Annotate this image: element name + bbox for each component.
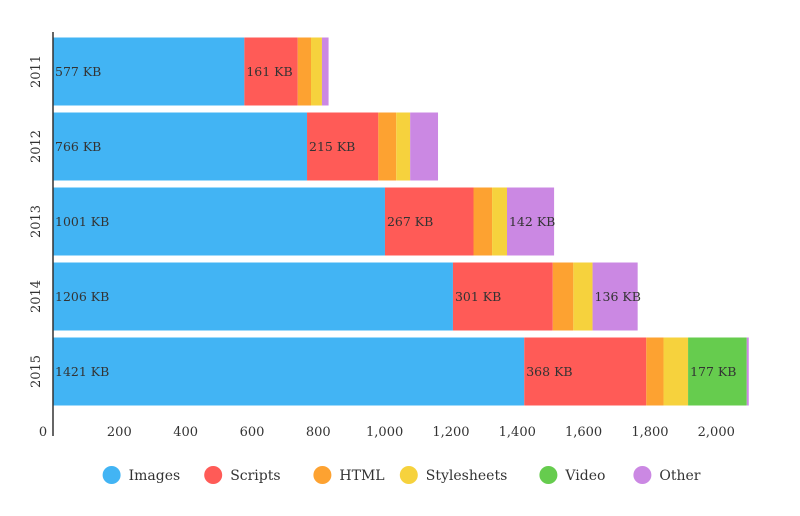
y-axis-categories: 2011 2012 2013 2014 2015 — [29, 55, 44, 388]
bar-stylesheets-2015 — [663, 337, 689, 406]
legend-swatch-html — [313, 466, 332, 484]
data-label-scripts-2015: 368 KB — [526, 364, 572, 379]
data-label-scripts-2012: 215 KB — [309, 139, 355, 154]
y-category-label-2013: 2013 — [29, 205, 44, 238]
legend-label-video: Video — [564, 468, 605, 484]
bar-video-2015 — [688, 337, 747, 406]
data-label-images-2011: 577 KB — [55, 64, 101, 79]
data-label-scripts-2014: 301 KB — [455, 289, 501, 304]
bar-labels-group: 577 KB 161 KB 766 KB 215 KB 1001 KB 267 KB 142… — [55, 64, 736, 379]
legend-swatch-other — [633, 466, 652, 484]
bar-html-2011 — [297, 37, 312, 106]
legend-label-images: Images — [129, 468, 181, 484]
bar-html-2014 — [552, 262, 574, 331]
x-tick-label: 0 — [39, 425, 47, 440]
x-tick-label: 1,800 — [631, 425, 668, 440]
legend-swatch-stylesheets — [399, 466, 418, 484]
bar-other-2011 — [321, 37, 329, 106]
y-category-label-2015: 2015 — [29, 355, 44, 388]
legend: Images Scripts HTML Stylesheets Video Other — [102, 466, 701, 484]
x-tick-label: 200 — [107, 425, 132, 440]
bar-images-2015 — [53, 337, 525, 406]
x-axis-ticks: 0 200 400 600 800 1,000 1,200 1,400 1,600 1,800 2,… — [39, 425, 735, 440]
y-category-label-2014: 2014 — [29, 280, 44, 313]
bar-scripts-2013 — [384, 187, 474, 256]
legend-item-html[interactable]: HTML — [313, 466, 385, 484]
data-label-images-2013: 1001 KB — [55, 214, 109, 229]
bar-stylesheets-2014 — [573, 262, 593, 331]
legend-item-stylesheets[interactable]: Stylesheets — [399, 466, 507, 484]
bar-stylesheets-2013 — [492, 187, 507, 256]
bar-scripts-2015 — [524, 337, 647, 406]
bar-scripts-2014 — [452, 262, 553, 331]
x-tick-label: 1,400 — [499, 425, 536, 440]
bar-html-2015 — [646, 337, 664, 406]
bar-html-2012 — [378, 112, 397, 181]
bar-other-2015 — [746, 337, 749, 406]
data-label-scripts-2013: 267 KB — [387, 214, 433, 229]
legend-swatch-video — [539, 466, 558, 484]
x-tick-label: 1,600 — [565, 425, 602, 440]
bar-other-2014 — [592, 262, 638, 331]
legend-swatch-scripts — [204, 466, 223, 484]
bar-images-2014 — [53, 262, 453, 331]
bar-scripts-2012 — [307, 112, 379, 181]
x-tick-label: 400 — [173, 425, 198, 440]
legend-item-scripts[interactable]: Scripts — [204, 466, 281, 484]
x-tick-label: 1,000 — [366, 425, 403, 440]
bar-images-2012 — [53, 112, 308, 181]
data-label-scripts-2011: 161 KB — [246, 64, 292, 79]
x-tick-label: 2,000 — [698, 425, 735, 440]
bar-stylesheets-2011 — [311, 37, 322, 106]
data-label-images-2012: 766 KB — [55, 139, 101, 154]
y-category-label-2011: 2011 — [29, 55, 44, 88]
x-tick-label: 600 — [240, 425, 265, 440]
data-label-images-2015: 1421 KB — [55, 364, 109, 379]
data-label-video-2015: 177 KB — [690, 364, 736, 379]
legend-label-html: HTML — [339, 468, 384, 484]
data-label-other-2013: 142 KB — [509, 214, 555, 229]
legend-label-scripts: Scripts — [230, 468, 280, 484]
bar-other-2013 — [506, 187, 555, 256]
bar-scripts-2011 — [244, 37, 298, 106]
legend-item-video[interactable]: Video — [539, 466, 605, 484]
legend-label-stylesheets: Stylesheets — [426, 468, 507, 484]
y-category-label-2012: 2012 — [29, 130, 44, 163]
legend-item-images[interactable]: Images — [102, 466, 181, 484]
legend-label-other: Other — [659, 468, 700, 484]
bar-images-2011 — [53, 37, 245, 106]
x-tick-label: 1,200 — [432, 425, 469, 440]
bar-images-2013 — [53, 187, 385, 256]
bar-html-2013 — [473, 187, 493, 256]
x-tick-label: 800 — [306, 425, 331, 440]
legend-swatch-images — [102, 466, 121, 484]
bar-stylesheets-2012 — [396, 112, 411, 181]
legend-item-other[interactable]: Other — [633, 466, 701, 484]
data-label-other-2014: 136 KB — [595, 289, 641, 304]
bars-group — [53, 37, 749, 406]
data-label-images-2014: 1206 KB — [55, 289, 109, 304]
bar-other-2012 — [410, 112, 439, 181]
